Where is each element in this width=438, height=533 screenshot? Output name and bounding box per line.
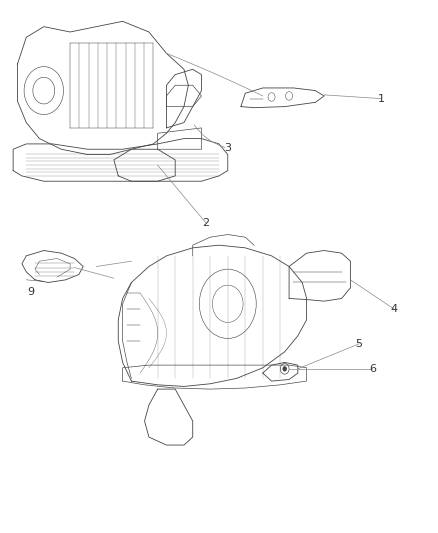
Circle shape — [283, 366, 287, 372]
Text: 4: 4 — [391, 304, 398, 314]
Text: 5: 5 — [356, 339, 363, 349]
Text: 3: 3 — [224, 143, 231, 153]
Text: 2: 2 — [202, 218, 209, 228]
Text: 1: 1 — [378, 94, 385, 103]
Text: 9: 9 — [27, 287, 34, 297]
Text: 6: 6 — [369, 364, 376, 374]
